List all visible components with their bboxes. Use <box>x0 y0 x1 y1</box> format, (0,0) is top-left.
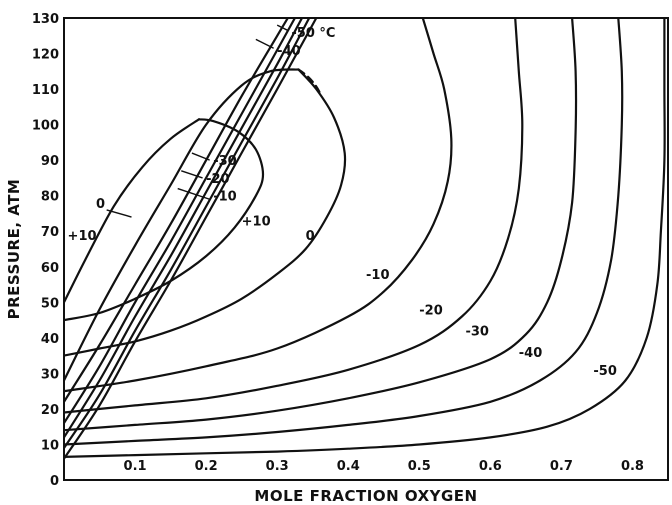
x-tick-label: 0.4 <box>337 459 360 474</box>
y-tick-label: 20 <box>41 403 59 418</box>
dew-curve-minus20 <box>64 18 296 425</box>
y-axis-title: PRESSURE, ATM <box>5 179 23 320</box>
dew-curve-minus10 <box>64 18 289 403</box>
x-tick-label: 0.1 <box>124 459 147 474</box>
y-tick-label: 60 <box>41 261 59 276</box>
dashed-critical-segment <box>297 68 321 94</box>
x-tick-label: 0.5 <box>408 459 431 474</box>
curve-label-bm30: -30 <box>465 325 489 340</box>
bubble-curve-minus30 <box>64 18 578 432</box>
y-tick-label: 100 <box>32 119 59 134</box>
leader-line <box>276 24 289 32</box>
x-axis-title: MOLE FRACTION OXYGEN <box>254 487 477 505</box>
leader-line <box>106 209 132 218</box>
curve-label-p0: 0 <box>96 197 105 212</box>
y-tick-label: 130 <box>32 12 59 27</box>
bubble-curve-minus40 <box>64 18 624 446</box>
dew-curve-minus50 <box>64 18 318 460</box>
curve-label-bm50: -50 <box>593 364 617 379</box>
labels-layer: +10 0 -10 +10 -20 -30 -40 -50 °C 0 -10 -20 -30 -40 -5… <box>68 26 617 379</box>
leaders-layer <box>106 24 289 218</box>
y-tick-label: 120 <box>32 48 59 63</box>
curve-label-m40: -40 <box>277 44 301 59</box>
leader-line <box>191 152 210 161</box>
x-tick-label: 0.7 <box>550 459 573 474</box>
bubble-curve-plus10 <box>64 118 265 322</box>
leader-line <box>255 38 274 49</box>
bubble-curve-minus50 <box>64 18 666 458</box>
y-ticks: 0 10 20 30 40 50 60 70 80 90 100 110 120 130 <box>32 12 59 489</box>
x-tick-label: 0.2 <box>195 459 218 474</box>
bubble-curve-0 <box>64 68 347 357</box>
dew-curve-minus40 <box>64 18 311 450</box>
bubble-curve-minus20 <box>64 18 524 414</box>
curve-label-m20: -20 <box>206 172 230 187</box>
y-tick-label: 10 <box>41 438 59 453</box>
curve-label-p10b: +10 <box>242 215 271 230</box>
dew-curve-plus10 <box>64 118 201 304</box>
leader-line <box>177 187 210 200</box>
curve-label-b0: 0 <box>306 229 315 244</box>
y-tick-label: 0 <box>50 474 59 489</box>
x-ticks: 0.1 0.2 0.3 0.4 0.5 0.6 0.7 0.8 <box>124 459 644 474</box>
y-tick-label: 70 <box>41 225 59 240</box>
curve-label-m50: -50 °C <box>291 26 335 41</box>
y-tick-label: 30 <box>41 367 59 382</box>
curve-label-bm40: -40 <box>519 346 543 361</box>
curve-label-m10: -10 <box>213 190 237 205</box>
dew-curve-minus30 <box>64 18 304 439</box>
x-tick-label: 0.3 <box>266 459 289 474</box>
curve-label-m30: -30 <box>213 154 237 169</box>
y-tick-label: 80 <box>41 190 59 205</box>
curve-label-bm20: -20 <box>419 303 443 318</box>
curve-label-bm10: -10 <box>366 268 390 283</box>
x-tick-label: 0.6 <box>479 459 502 474</box>
y-tick-label: 90 <box>41 154 59 169</box>
y-tick-label: 40 <box>41 332 59 347</box>
y-tick-label: 50 <box>41 296 59 311</box>
y-tick-label: 110 <box>32 83 59 98</box>
bubble-curve-minus10 <box>64 18 453 393</box>
curves-layer <box>64 18 666 460</box>
curve-label-p10: +10 <box>68 229 97 244</box>
plot-frame <box>63 17 669 481</box>
leader-line <box>181 170 203 179</box>
x-tick-label: 0.8 <box>621 459 644 474</box>
